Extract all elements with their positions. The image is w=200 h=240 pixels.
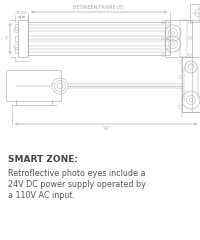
Bar [15, 24, 18, 30]
Text: SMART ZONE:: SMART ZONE: [8, 155, 78, 164]
Text: BETWEEN FRAME (B): BETWEEN FRAME (B) [73, 5, 124, 10]
Bar [28, 22, 169, 55]
Text: a 110V AC input.: a 110V AC input. [8, 191, 75, 200]
Bar [179, 20, 186, 57]
Bar [15, 36, 18, 42]
Bar [189, 4, 200, 22]
Bar [164, 20, 191, 57]
Text: Retroflective photo eyes include a: Retroflective photo eyes include a [8, 169, 145, 178]
Text: 24V DC power supply operated by: 24V DC power supply operated by [8, 180, 145, 189]
Text: "A": "A" [102, 126, 109, 131]
Bar [181, 57, 199, 112]
Bar [15, 47, 18, 53]
Text: 7: 7 [5, 36, 8, 41]
Text: 21/64: 21/64 [16, 11, 27, 14]
Bar [18, 20, 28, 57]
